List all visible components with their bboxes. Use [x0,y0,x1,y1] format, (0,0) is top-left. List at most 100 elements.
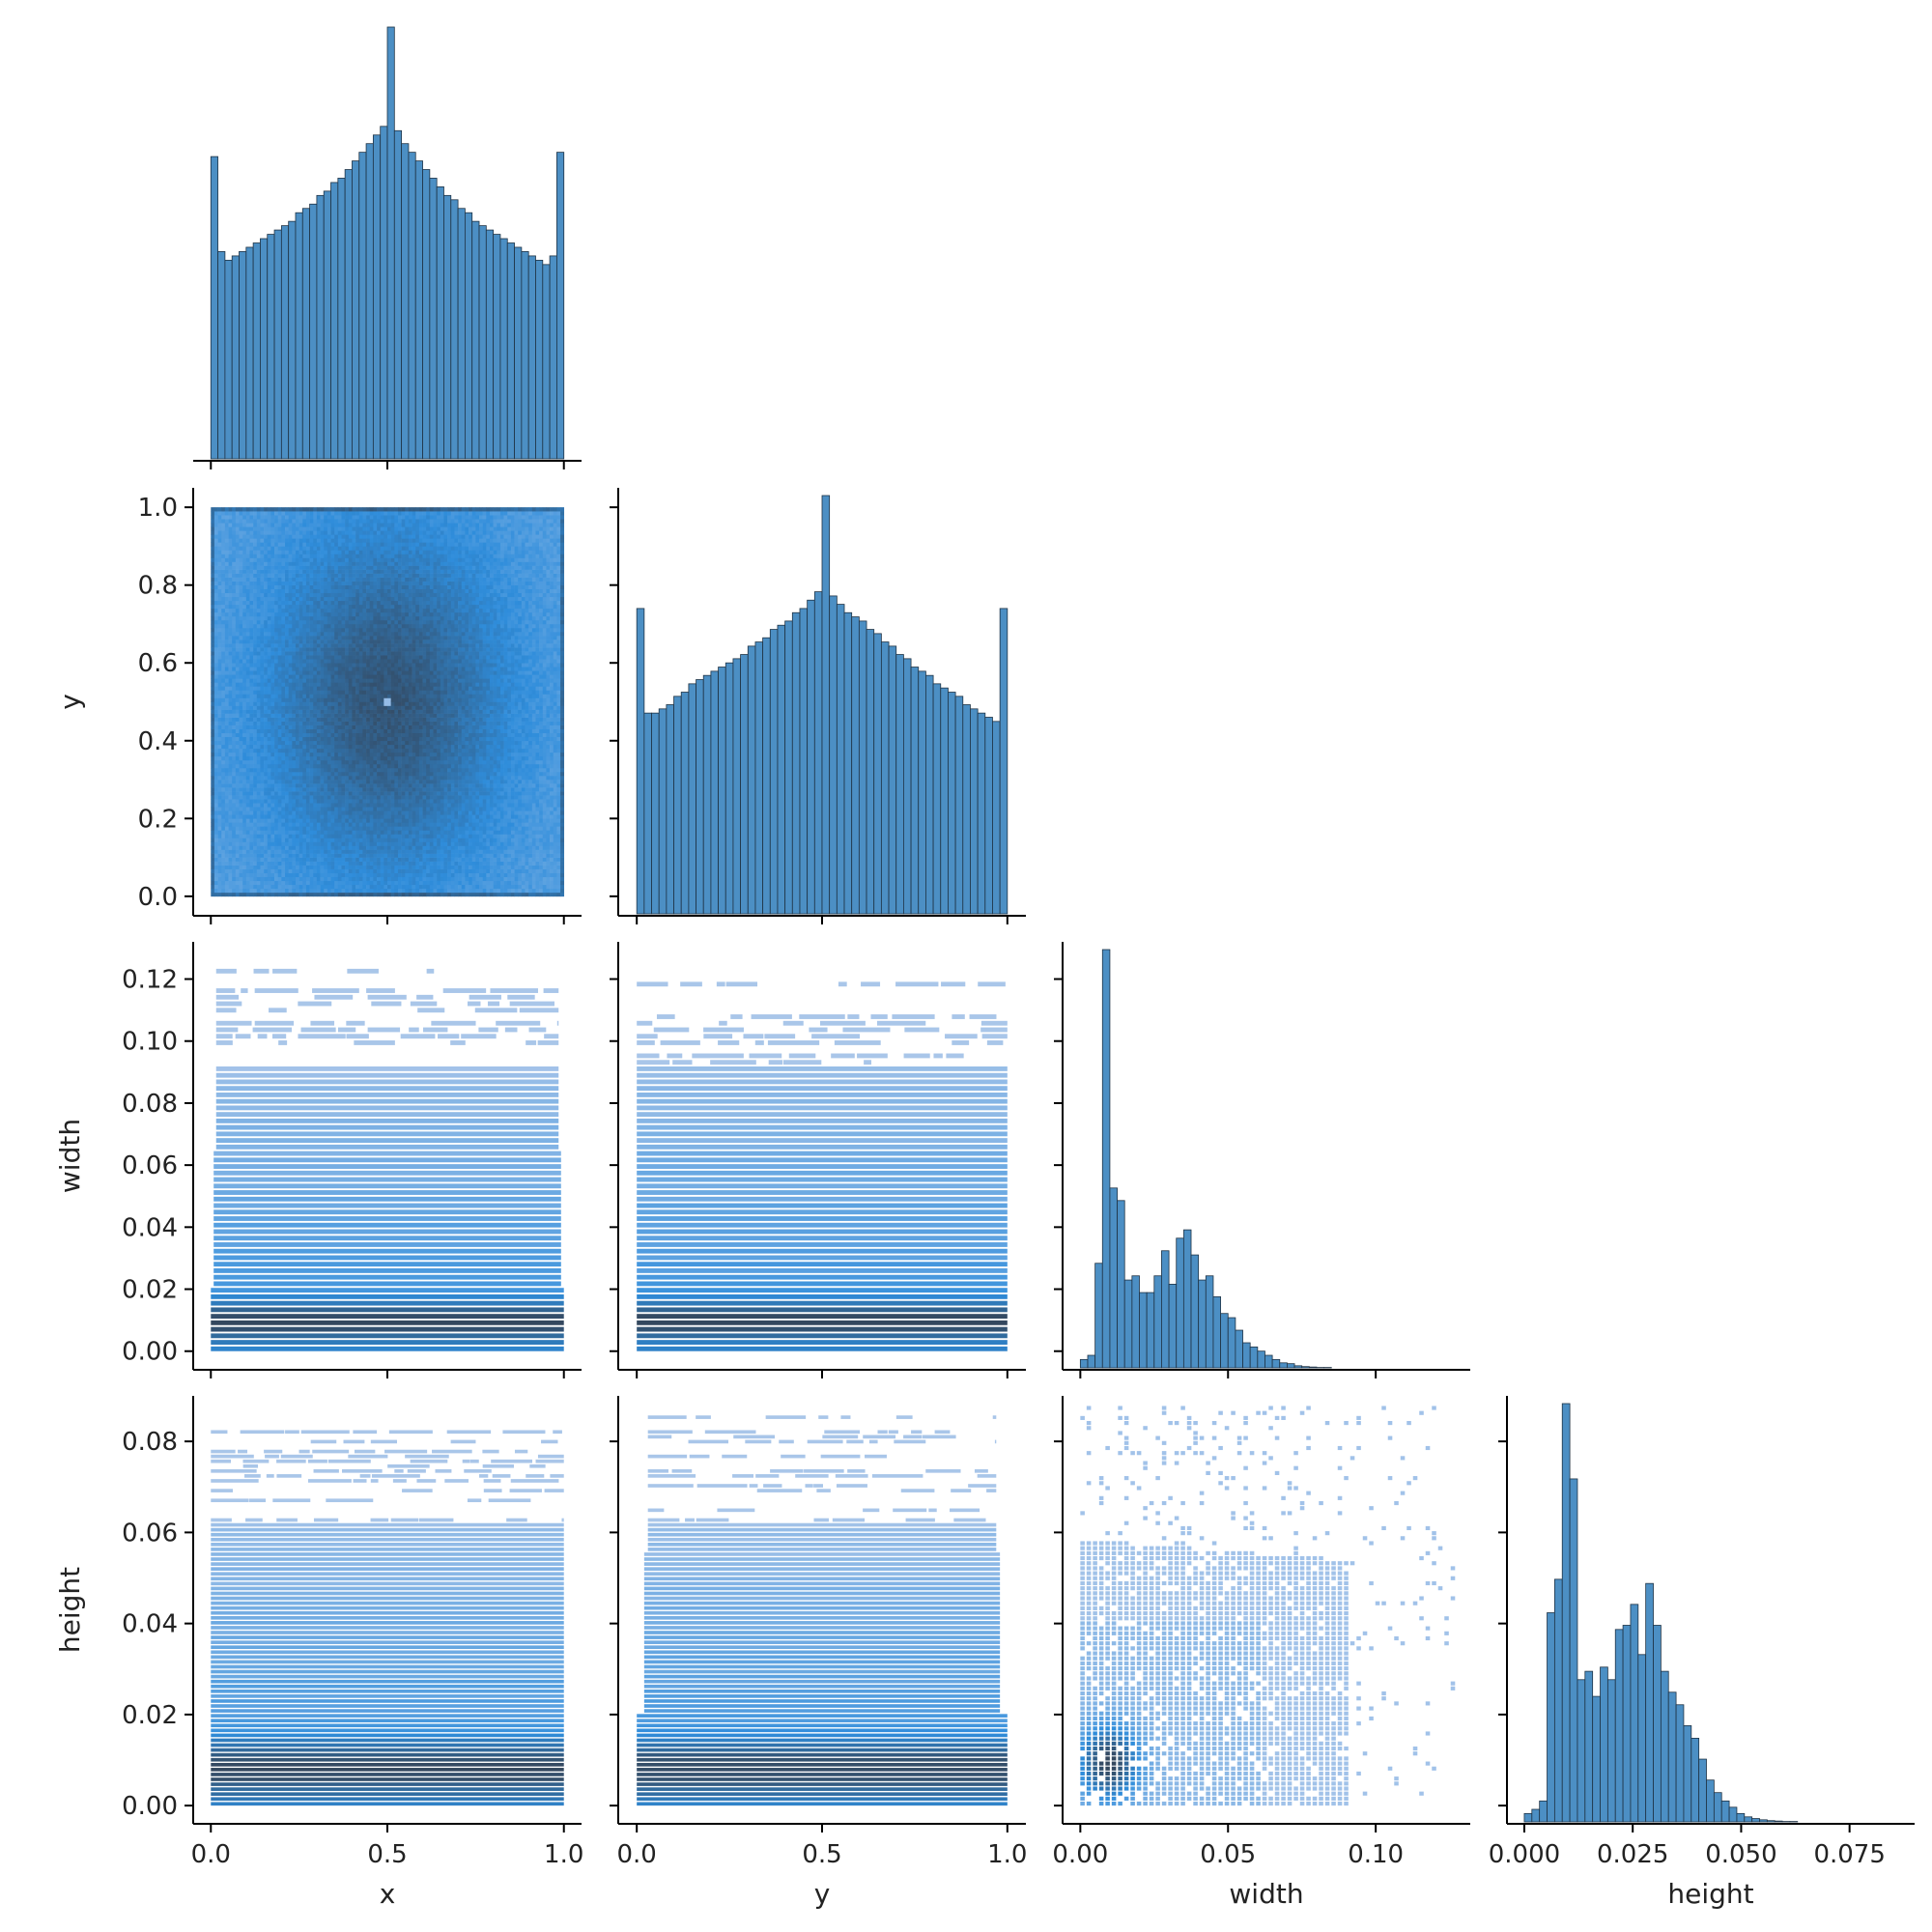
heat-cell [228,892,233,897]
heat-cell [313,868,318,873]
heat-cell [298,636,303,640]
heat-cell [274,507,279,512]
heat-cell [352,884,356,890]
heat-cell [285,818,289,823]
heat-cell [352,519,356,524]
heat-cell [377,795,381,800]
heat-cell [235,822,240,827]
heat-cell [245,619,250,625]
heat-cell [320,759,325,765]
heat-cell [213,655,218,660]
heat-cell [355,876,360,882]
heat-cell [270,884,275,890]
heat-cell [281,530,286,535]
heat-cell [242,561,247,566]
heat-cell [313,795,318,800]
heat-cell [352,822,356,827]
heat-cell [298,791,303,796]
heat-cell [232,667,237,671]
heat-cell [327,550,331,554]
heat-cell [345,538,350,543]
heat-cell [302,822,307,827]
heat-cell [369,787,374,792]
heat-cell [334,682,339,687]
heat-cell [334,519,339,524]
heat-cell [377,701,381,706]
heat-cell [373,651,378,656]
hist-bar-height [1653,1625,1662,1823]
heat-cell [228,611,233,617]
heat-cell [211,519,215,524]
heat-cell [330,752,335,757]
heat-cell [260,604,265,610]
heat-cell [352,569,356,574]
heat-cell [352,523,356,527]
heat-cell [327,713,331,718]
heat-cell [337,838,342,842]
heat-cell [264,880,269,886]
heat-cell [362,728,367,734]
heat-cell [324,600,328,606]
heat-cell [324,534,328,539]
heat-cell [316,507,321,512]
heat-cell [358,581,363,585]
heat-cell [369,538,374,543]
heat-cell [267,569,271,574]
heat-cell [337,876,342,882]
heat-cell [253,740,258,746]
heat-cell [324,818,328,823]
heat-cell [309,678,314,683]
heat-cell [355,880,360,886]
heat-cell [362,511,367,516]
heat-cell [337,748,342,753]
heat-cell [274,822,279,827]
heat-cell [380,853,384,858]
heat-cell [295,892,299,897]
heat-cell [249,611,254,617]
heat-cell [253,799,258,804]
heat-cell [288,776,293,781]
heat-cell [235,728,240,734]
heat-cell [242,736,247,742]
heat-cell [281,783,286,788]
heat-cell [377,705,381,710]
heat-cell [217,577,222,582]
heat-cell [320,659,325,664]
heat-cell [285,674,289,679]
heat-cell [277,783,282,788]
heat-cell [345,523,350,527]
heat-cell [295,557,299,562]
heat-cell [256,697,261,702]
heat-cell [211,857,215,862]
heat-cell [369,776,374,781]
heat-cell [348,857,353,862]
heat-cell [213,732,218,738]
heat-cell [352,592,356,598]
heat-cell [253,780,258,784]
heat-cell [345,557,350,562]
heat-cell [298,759,303,765]
heat-cell [366,697,371,702]
heat-cell [341,511,346,516]
heat-cell [377,888,381,894]
heat-cell [221,623,226,629]
heat-cell [256,690,261,695]
heat-cell [211,565,215,570]
heat-cell [253,682,258,687]
heat-cell [348,592,353,598]
heat-cell [330,647,335,652]
heat-cell [330,845,335,850]
hist-bar-x [295,212,303,460]
heat-cell [377,581,381,585]
heat-cell [316,709,321,714]
heat-cell [373,740,378,746]
heat-cell [211,818,215,823]
heat-cell [366,588,371,594]
heat-cell [377,670,381,675]
heat-cell [324,776,328,781]
heat-cell [295,647,299,652]
heat-cell [302,584,307,590]
heat-cell [239,744,243,750]
heat-cell [298,849,303,854]
heat-cell [285,608,289,613]
